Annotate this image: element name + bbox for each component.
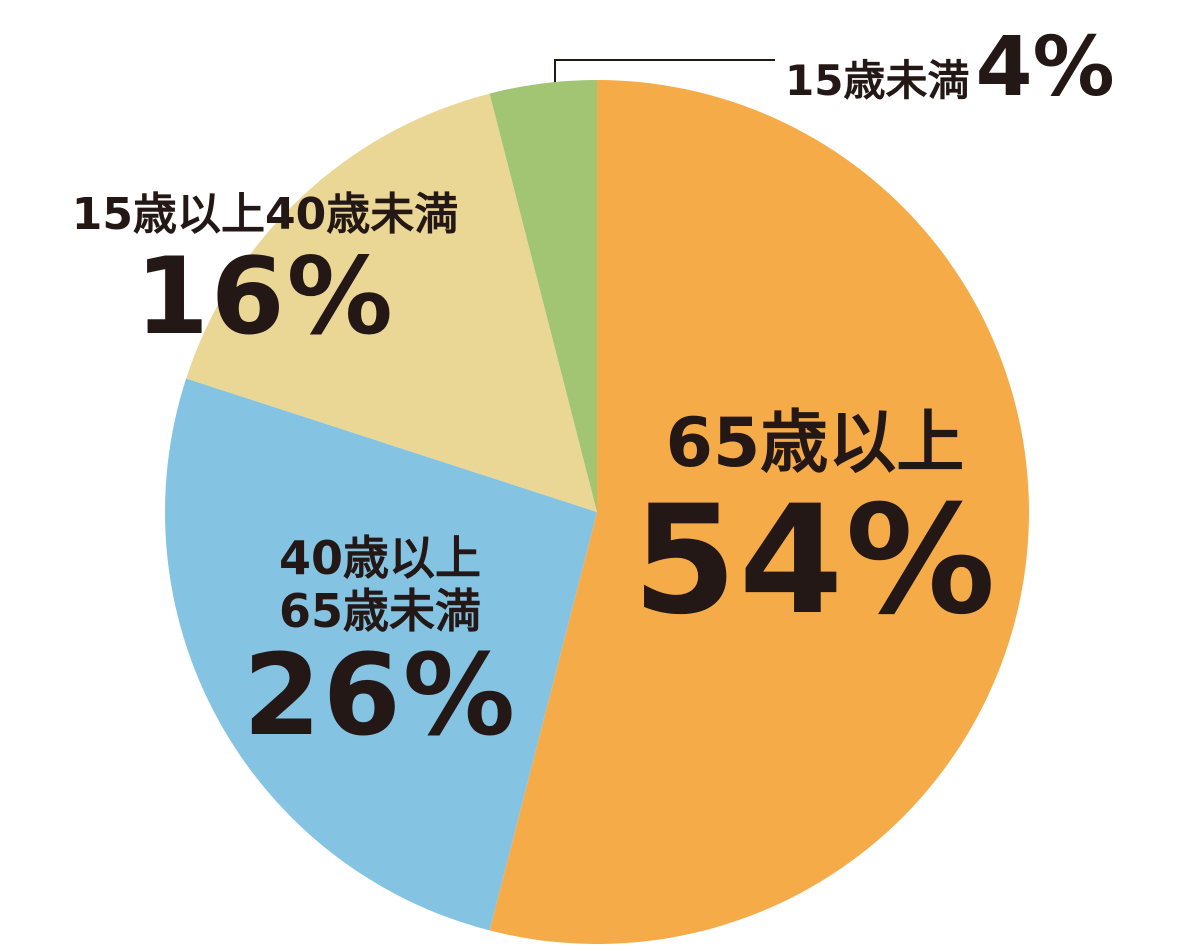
category-label: 15歳以上40歳未満 [71, 189, 459, 240]
value-label: 26% [242, 630, 518, 761]
pie-slice [489, 80, 597, 512]
pie-slice [165, 378, 597, 931]
category-label: 15歳未満 [785, 56, 970, 105]
value-label: 54% [632, 474, 998, 649]
value-label: 4% [975, 20, 1115, 115]
slice-label: 40歳以上 65歳未満 26% [230, 532, 530, 755]
category-label: 65歳以上 [665, 404, 965, 483]
slice-label: 65歳以上 54% [600, 404, 1030, 649]
slice-label: 15歳以上40歳未満 16% [30, 189, 500, 358]
pie-slice [489, 80, 1029, 945]
pie-slice [186, 93, 597, 512]
value-label: 16% [135, 234, 395, 358]
slice-label: 15歳未満 4% [785, 20, 1115, 115]
category-label: 40歳以上 65歳未満 [278, 531, 481, 638]
